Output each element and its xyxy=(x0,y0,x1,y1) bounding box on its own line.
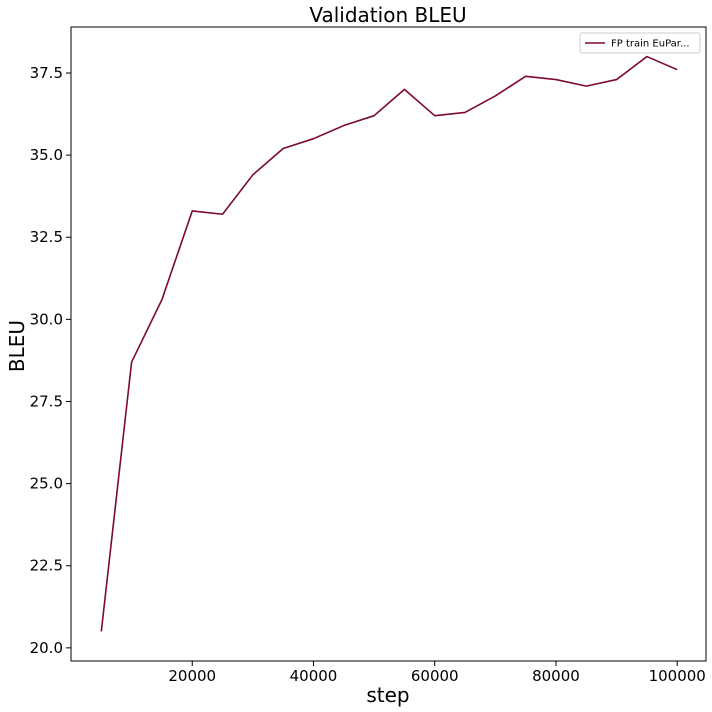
y-tick-label: 35.0 xyxy=(30,146,63,164)
x-tick-label: 100000 xyxy=(649,667,706,685)
legend: FP train EuPar... xyxy=(579,32,701,54)
y-tick-label: 30.0 xyxy=(30,310,63,328)
plot-area: 20000 40000 60000 80000 100000 20.0 22.5 25.0 27… xyxy=(30,26,707,685)
series-line xyxy=(100,55,678,632)
y-tick-label: 37.5 xyxy=(30,64,63,82)
y-tick-label: 20.0 xyxy=(30,639,63,657)
x-tick-label: 20000 xyxy=(168,667,216,685)
x-tick-label: 40000 xyxy=(290,667,338,685)
x-tick-label: 80000 xyxy=(532,667,580,685)
y-tick-label: 22.5 xyxy=(30,557,63,575)
y-tick-label: 25.0 xyxy=(30,475,63,493)
legend-box xyxy=(579,32,701,54)
chart-title: Validation BLEU xyxy=(309,3,466,27)
plot-frame xyxy=(70,26,707,662)
y-tick-label: 32.5 xyxy=(30,228,63,246)
y-axis-title: BLEU xyxy=(5,320,29,372)
x-axis-title: step xyxy=(366,683,409,707)
y-tick-label: 27.5 xyxy=(30,392,63,410)
x-tick-label: 60000 xyxy=(411,667,459,685)
legend-label: FP train EuPar... xyxy=(611,39,690,50)
